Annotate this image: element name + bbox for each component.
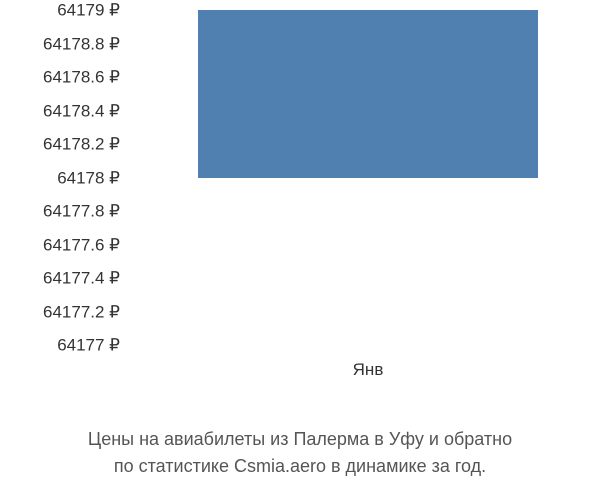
y-tick: 64177.2 ₽ <box>43 303 120 320</box>
bar <box>198 10 538 178</box>
y-tick: 64178.4 ₽ <box>43 102 120 119</box>
plot-area <box>130 10 580 345</box>
y-tick: 64177.4 ₽ <box>43 270 120 287</box>
chart-caption: Цены на авиабилеты из Палерма в Уфу и об… <box>0 426 600 480</box>
y-tick: 64178.2 ₽ <box>43 136 120 153</box>
y-tick: 64177.6 ₽ <box>43 236 120 253</box>
y-tick: 64177 ₽ <box>57 337 120 354</box>
y-tick: 64178.6 ₽ <box>43 69 120 86</box>
caption-line-2: по статистике Csmia.aero в динамике за г… <box>114 456 486 476</box>
caption-line-1: Цены на авиабилеты из Палерма в Уфу и об… <box>88 429 512 449</box>
y-tick: 64179 ₽ <box>57 2 120 19</box>
y-tick: 64177.8 ₽ <box>43 203 120 220</box>
y-tick: 64178 ₽ <box>57 169 120 186</box>
x-tick: Янв <box>353 360 384 380</box>
chart-container: 64179 ₽ 64178.8 ₽ 64178.6 ₽ 64178.4 ₽ 64… <box>0 0 600 430</box>
y-tick: 64178.8 ₽ <box>43 35 120 52</box>
